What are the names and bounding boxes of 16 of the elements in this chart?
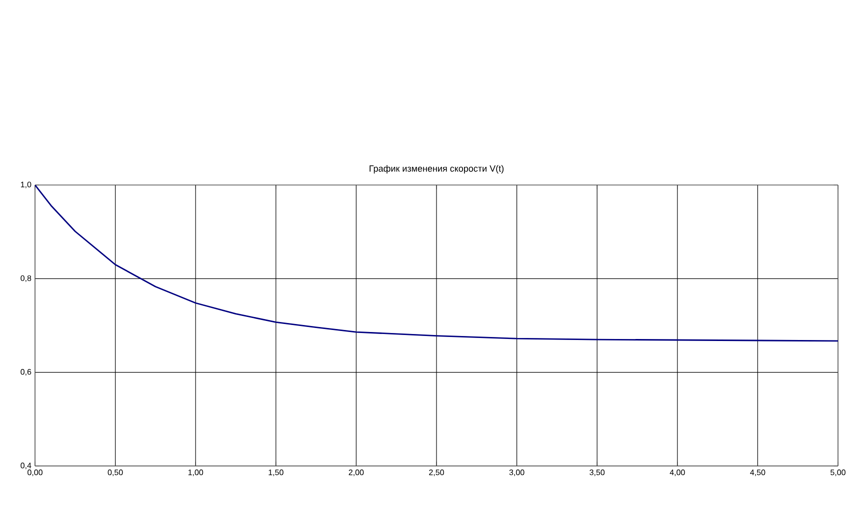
y-tick-label: 0,6 [20, 369, 32, 376]
x-tick-label: 5,00 [830, 470, 846, 476]
x-tick-label: 1,00 [188, 470, 204, 476]
y-tick-label: 0,4 [20, 462, 32, 470]
x-tick-label: 3,00 [509, 470, 524, 476]
x-tick-label: 4,00 [670, 470, 685, 476]
x-tick-label: 1,50 [268, 470, 284, 476]
y-tick-label: 1,0 [20, 182, 32, 188]
x-tick-label: 2,00 [348, 470, 364, 476]
y-tick-label: 0,8 [20, 275, 32, 282]
x-tick-label: 2,50 [429, 470, 444, 476]
x-tick-label: 0,50 [108, 470, 123, 476]
x-tick-label: 4,50 [750, 470, 766, 476]
x-tick-label: 0,00 [28, 470, 42, 476]
x-tick-label: 3,50 [590, 470, 605, 476]
chart-title: График изменения скорости V(t) [370, 165, 504, 174]
